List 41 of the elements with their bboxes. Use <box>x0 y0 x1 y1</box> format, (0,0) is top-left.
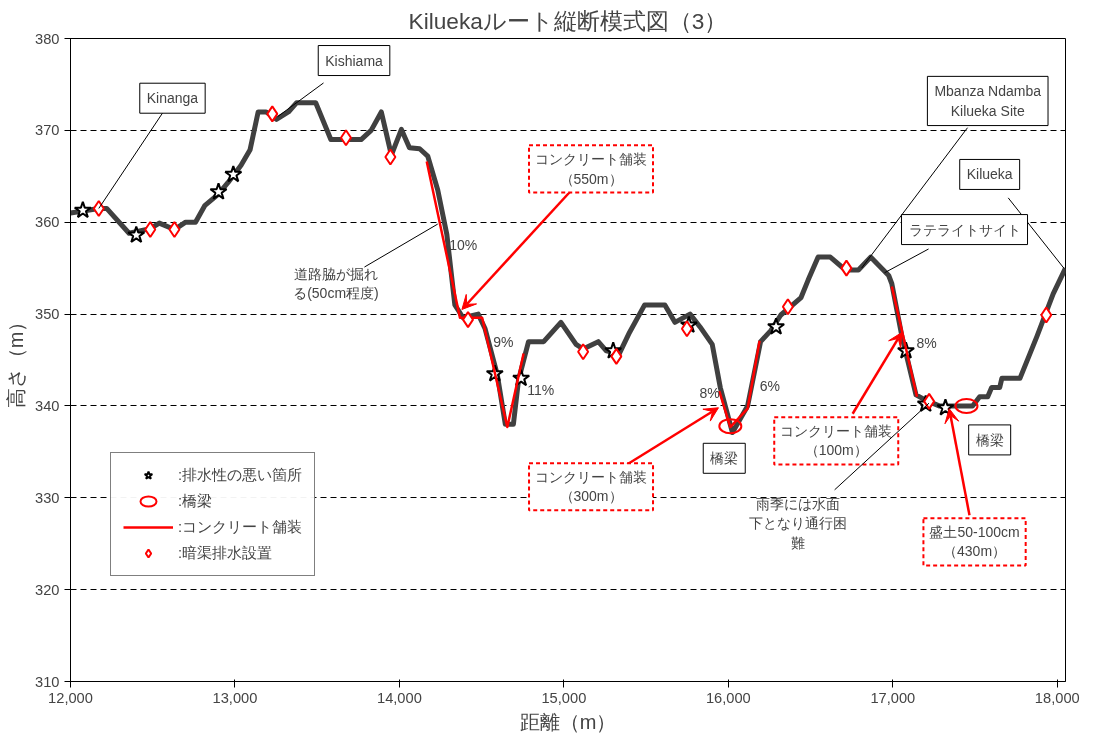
annotation: 橋梁 <box>975 431 1004 448</box>
annotation: コンクリート舗装（550m） <box>535 151 648 187</box>
legend-label: :コンクリート舗装 <box>178 517 303 537</box>
annotation: 道路脇が掘れる(50cm程度) <box>293 266 379 302</box>
chart-title: Kiluekaルート縦断模式図（3） <box>408 7 728 34</box>
annotation: Kinanga <box>146 90 199 107</box>
x-tick-label: 15,000 <box>541 689 587 706</box>
annotation: ラテライトサイト <box>908 221 1021 238</box>
annotation: 9% <box>493 333 514 350</box>
y-axis-title: 高さ（m） <box>5 311 28 409</box>
annotation: 8% <box>699 385 720 402</box>
y-tick-label: 310 <box>35 673 60 690</box>
x-tick-label: 12,000 <box>48 689 93 706</box>
annotation: 8% <box>916 335 937 352</box>
x-tick-label: 14,000 <box>377 689 422 706</box>
annotation: Kishiama <box>325 52 384 69</box>
x-tick-label: 18,000 <box>1034 689 1080 706</box>
x-tick-label: 17,000 <box>870 689 916 706</box>
legend-label: :排水性の悪い箇所 <box>178 465 303 485</box>
legend-label: :暗渠排水設置 <box>178 543 273 563</box>
annotation: 11% <box>527 382 555 399</box>
annotation: Kilueka <box>966 166 1013 183</box>
y-tick-label: 330 <box>35 489 60 506</box>
annotation: 雨季には水面下となり通行困難 <box>748 496 847 551</box>
legend-label: :橋梁 <box>178 491 213 511</box>
x-tick-label: 13,000 <box>212 689 258 706</box>
x-tick-label: 16,000 <box>705 689 751 706</box>
y-tick-label: 370 <box>35 122 60 139</box>
y-tick-label: 350 <box>35 306 60 323</box>
annotation: コンクリート舗装（300m） <box>535 469 648 505</box>
y-tick-label: 320 <box>35 581 60 598</box>
annotation: 橋梁 <box>710 450 739 467</box>
y-tick-label: 360 <box>35 214 60 231</box>
y-tick-label: 340 <box>35 397 60 414</box>
annotation: 6% <box>759 377 780 394</box>
annotation: Mbanza Ndamba Kilueka Site <box>934 83 1042 119</box>
y-tick-label: 380 <box>35 30 60 47</box>
x-axis-title: 距離（m） <box>519 710 617 733</box>
annotation: 盛土50-100cm（430m） <box>929 524 1020 560</box>
annotation: コンクリート舗装（100m） <box>780 423 893 459</box>
annotation: 10% <box>449 237 478 254</box>
